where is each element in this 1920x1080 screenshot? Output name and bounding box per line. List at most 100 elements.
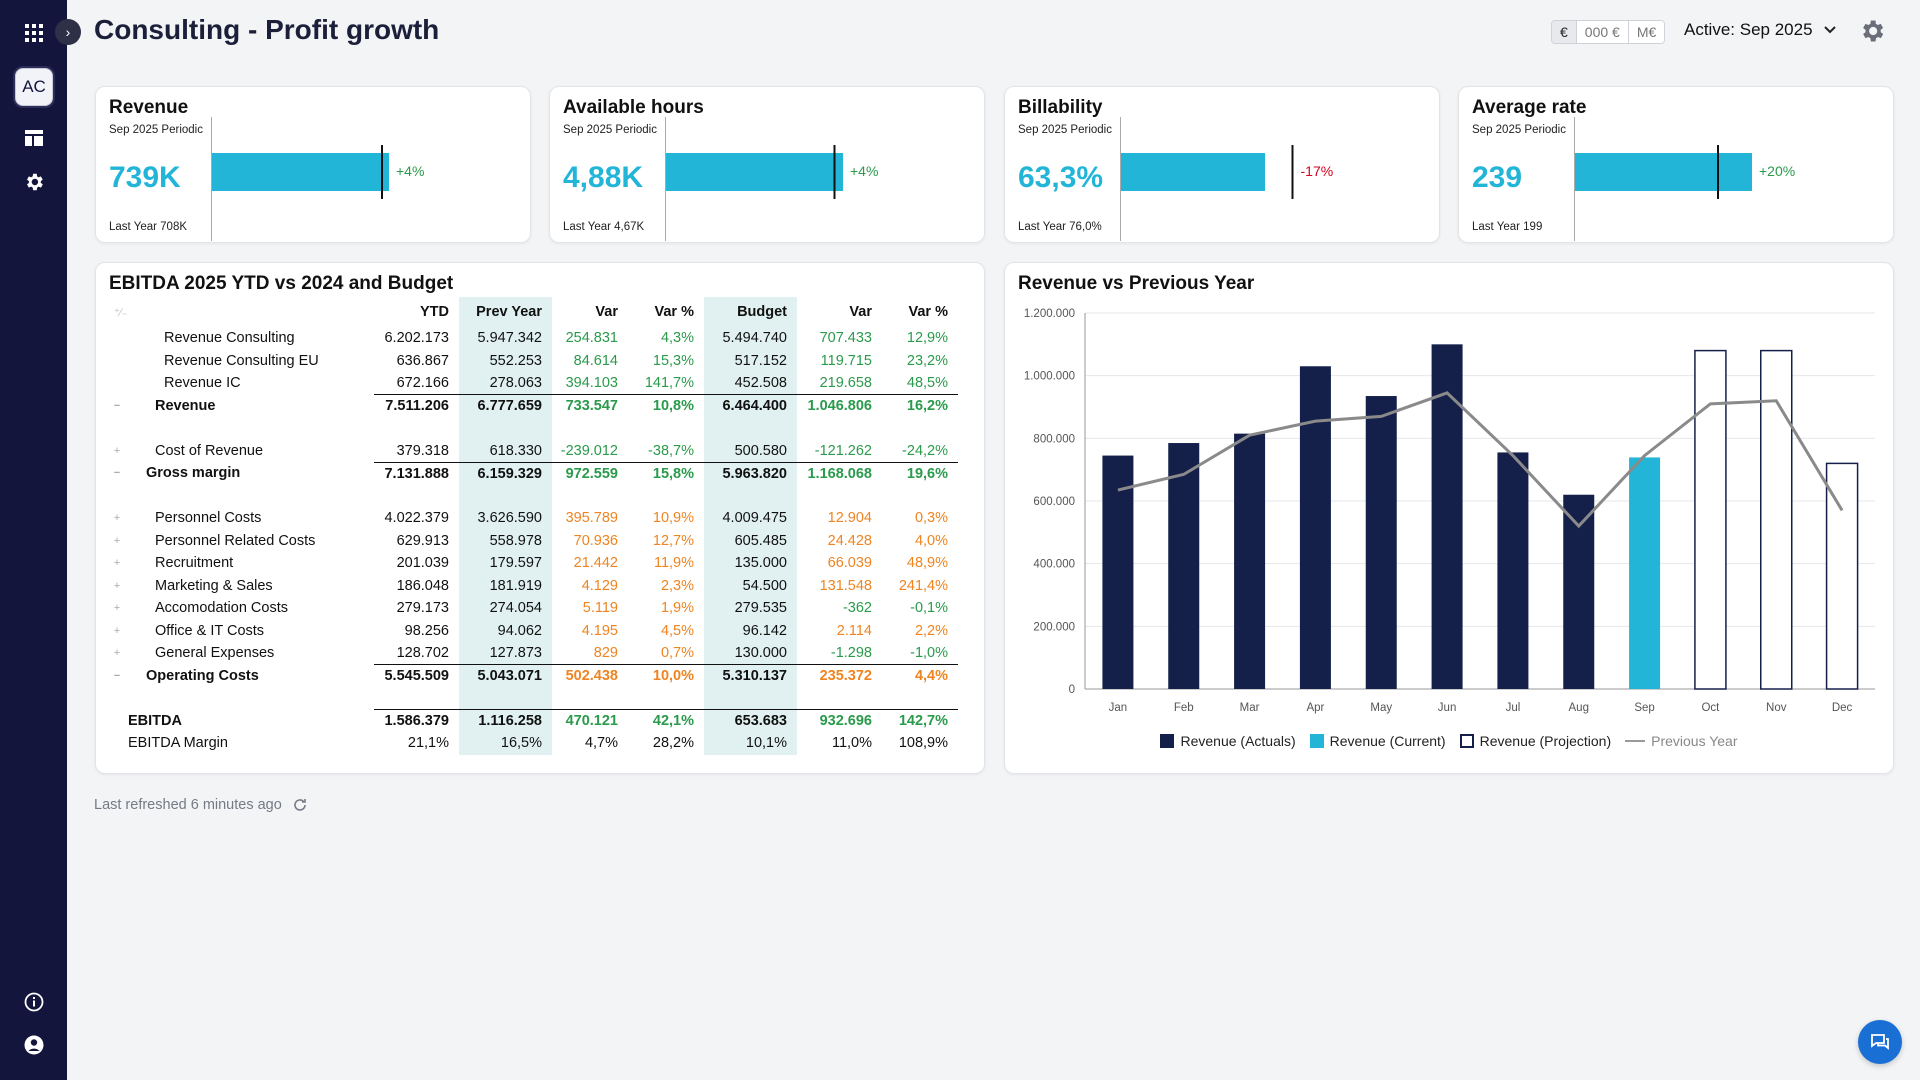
dashboard-icon[interactable] (18, 122, 49, 153)
table-row[interactable]: − Gross margin 7.131.888 6.159.329 972.559 15… (106, 461, 958, 485)
table-cell: 42,1% (628, 709, 704, 732)
bar-revenue-actuals-may[interactable] (1365, 396, 1397, 689)
row-label: Operating Costs (146, 667, 259, 684)
collapse-row-icon[interactable]: − (113, 399, 121, 412)
bar-revenue-actuals-feb[interactable] (1168, 443, 1200, 689)
table-row[interactable]: + Accomodation Costs 279.173 274.054 5.119 1,… (106, 597, 958, 620)
bar-revenue-projection-nov[interactable] (1760, 349, 1793, 690)
legend-item-actuals[interactable]: Revenue (Actuals) (1160, 733, 1296, 749)
x-tick-label: Sep (1634, 702, 1654, 714)
table-row[interactable]: − Revenue 7.511.206 6.777.659 733.547 10,8% 6.… (106, 394, 958, 417)
bar-revenue-projection-oct[interactable] (1694, 349, 1727, 690)
bar-revenue-current-sep[interactable] (1629, 457, 1661, 689)
table-cell: 1.586.379 (374, 709, 459, 732)
table-cell: 829 (593, 645, 618, 661)
expand-row-icon[interactable]: + (113, 602, 121, 615)
expand-row-icon[interactable]: + (113, 444, 121, 457)
legend-label: Revenue (Current) (1329, 733, 1446, 749)
unit-thousand-euro-button[interactable]: 000 € (1576, 21, 1629, 43)
expand-row-icon[interactable]: + (113, 557, 121, 570)
table-row[interactable]: + Marketing & Sales 186.048 181.919 4.129 2,3… (106, 574, 958, 597)
table-cell: 653.683 (704, 709, 797, 732)
table-row[interactable]: + Personnel Costs 4.022.379 3.626.590 395.78… (106, 507, 958, 530)
refresh-icon[interactable] (292, 797, 308, 813)
ebitda-table-card: EBITDA 2025 YTD vs 2024 and Budget ⁺⁄₋ Y… (95, 262, 985, 774)
expand-row-icon[interactable]: + (113, 647, 121, 660)
info-icon[interactable] (18, 986, 49, 1017)
table-row[interactable]: + Personnel Related Costs 629.913 558.978 70… (106, 529, 958, 552)
table-cell: 1.116.258 (459, 709, 552, 732)
bar-revenue-actuals-apr[interactable] (1299, 366, 1331, 689)
table-cell: 500.580 (704, 439, 797, 462)
bar-revenue-projection-dec[interactable] (1825, 462, 1859, 690)
table-row[interactable]: + General Expenses 128.702 127.873 829 0,7% 13… (106, 642, 958, 665)
settings-icon[interactable] (18, 166, 49, 197)
avatar[interactable]: AC (15, 68, 53, 106)
table-cell: 70.936 (573, 532, 618, 549)
table-row[interactable]: − Operating Costs 5.545.509 5.043.071 502.43… (106, 664, 958, 687)
expand-row-icon[interactable]: + (113, 579, 121, 592)
y-tick-label: 800.000 (1033, 433, 1075, 445)
kpi-bullet-chart: +4% (665, 117, 878, 241)
col-header-var-budget: Var (849, 304, 872, 320)
table-cell: 0,3% (914, 510, 948, 527)
bar-revenue-actuals-jul[interactable] (1497, 452, 1529, 689)
table-cell: 119.715 (820, 352, 872, 369)
table-cell: 733.547 (552, 394, 628, 417)
expand-row-icon[interactable]: + (113, 534, 121, 547)
settings-gear-icon[interactable] (1858, 17, 1888, 47)
legend-item-projection[interactable]: Revenue (Projection) (1459, 733, 1611, 749)
unit-million-euro-button[interactable]: M€ (1628, 21, 1665, 43)
expand-sidebar-button[interactable]: › (55, 19, 81, 45)
table-cell: 235.372 (797, 664, 882, 687)
legend-item-current[interactable]: Revenue (Current) (1309, 733, 1446, 749)
table-header-row: ⁺⁄₋ YTD Prev Year Var Var % Budget Var V… (106, 297, 958, 327)
table-spacer-row (106, 484, 958, 507)
period-dropdown[interactable]: Active: Sep 2025 (1684, 20, 1837, 40)
expand-row-icon[interactable]: + (113, 624, 121, 637)
table-cell: 15,8% (628, 461, 704, 485)
table-row[interactable]: + Cost of Revenue 379.318 618.330 -239.012 -3… (106, 439, 958, 462)
expand-all-icon[interactable]: ⁺⁄₋ (114, 306, 128, 319)
table-cell: 7.511.206 (374, 394, 459, 417)
apps-grid-icon[interactable] (18, 17, 49, 48)
page-title: Consulting - Profit growth (94, 14, 440, 45)
table-row[interactable]: + Recruitment 201.039 179.597 21.442 11,9% 135… (106, 552, 958, 575)
x-tick-label: Nov (1766, 702, 1787, 714)
table-cell: 6.159.329 (459, 461, 552, 485)
legend-swatch (1160, 734, 1175, 748)
table-cell: 6.464.400 (704, 394, 797, 417)
table-cell: 7.131.888 (374, 461, 459, 485)
table-row[interactable]: + Office & IT Costs 98.256 94.062 4.195 4,5% 9… (106, 619, 958, 642)
table-cell: -1,0% (910, 645, 948, 661)
collapse-row-icon[interactable]: − (113, 467, 121, 480)
y-tick-label: 1.000.000 (1024, 371, 1075, 383)
user-account-icon[interactable] (18, 1029, 49, 1060)
kpi-value: 239 (1472, 161, 1523, 194)
legend-item-previous-year[interactable]: Previous Year (1625, 733, 1738, 749)
table-cell: 5.947.342 (459, 327, 552, 350)
bar-revenue-actuals-mar[interactable] (1234, 433, 1266, 689)
collapse-row-icon[interactable]: − (113, 669, 121, 682)
table-cell: 379.318 (396, 442, 449, 459)
x-tick-label: Oct (1701, 702, 1720, 714)
legend-label: Previous Year (1651, 733, 1738, 749)
table-cell: 4.009.475 (704, 507, 797, 530)
kpi-card-revenue: Revenue Sep 2025 Periodic 739K Last Year… (95, 86, 531, 243)
row-label: Revenue Consulting EU (164, 352, 319, 369)
table-cell: 5.545.509 (374, 664, 459, 687)
kpi-current-bar (1575, 153, 1752, 191)
expand-row-icon[interactable]: + (113, 512, 121, 525)
line-previous-year[interactable] (1117, 391, 1844, 529)
table-cell: 12.904 (827, 510, 872, 527)
kpi-delta: +4% (396, 163, 424, 179)
chat-button[interactable] (1858, 1020, 1902, 1064)
table-cell: 2.114 (836, 622, 872, 639)
table-cell: 274.054 (459, 597, 552, 620)
unit-euro-button[interactable]: € (1552, 21, 1577, 43)
table-cell: 629.913 (396, 532, 449, 549)
kpi-card-available-hours: Available hours Sep 2025 Periodic 4,88K … (549, 86, 985, 243)
kpi-period: Sep 2025 Periodic (563, 124, 657, 136)
kpi-current-bar (1121, 153, 1265, 191)
bar-revenue-actuals-jan[interactable] (1102, 455, 1134, 689)
